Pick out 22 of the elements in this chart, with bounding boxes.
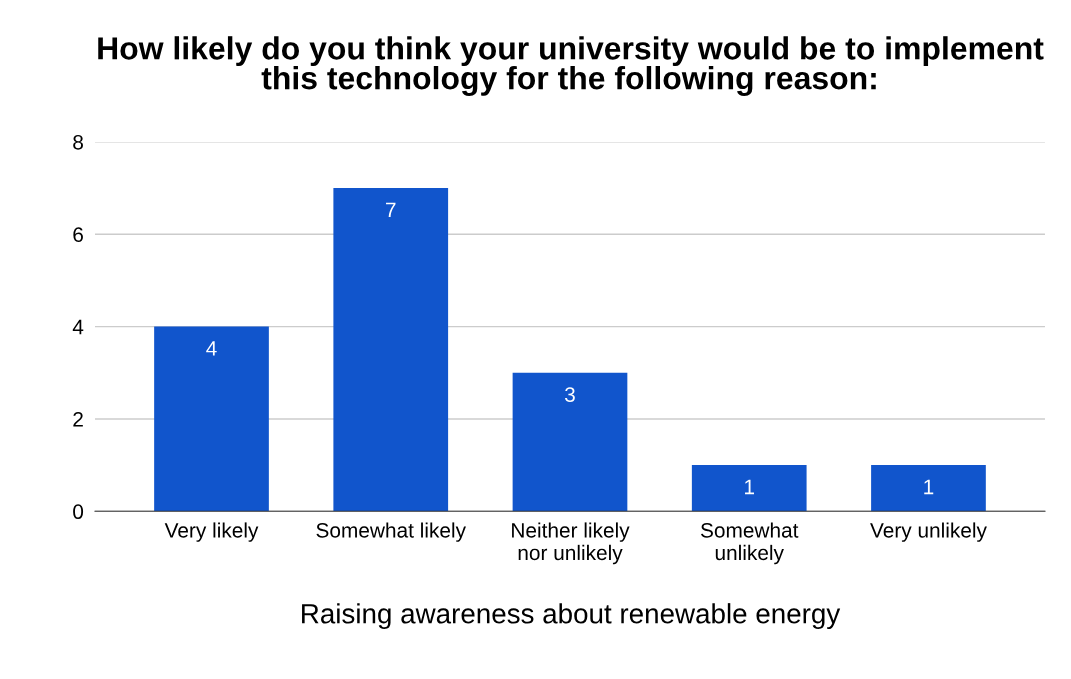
- data-label: 1: [745, 479, 754, 495]
- bar: [333, 188, 449, 512]
- x-axis-title: Raising awareness about renewable energy: [302, 603, 841, 630]
- data-label: 4: [206, 341, 217, 356]
- x-tick-label: Somewhat unlikely: [700, 522, 799, 565]
- y-tick-label: 6: [73, 227, 83, 243]
- bar: [871, 465, 986, 512]
- x-tick-label: Very likely: [164, 522, 259, 542]
- y-tick-label: 2: [73, 411, 83, 427]
- x-tick-label: Neither likely nor unlikely: [512, 522, 630, 565]
- x-tick-label: Very unlikely: [870, 522, 987, 542]
- data-label: 7: [386, 202, 396, 218]
- bar: [691, 465, 807, 512]
- bar: [512, 372, 628, 512]
- y-tick-label: 4: [72, 319, 84, 335]
- x-tick-label: Somewhat likely: [316, 522, 466, 542]
- bar: [154, 326, 269, 512]
- y-tick-label: 0: [73, 504, 84, 520]
- data-label: 3: [564, 387, 575, 402]
- chart-title: How likely do you think your university would be to implement this technology for the following reason:: [98, 36, 1044, 96]
- y-tick-label: 8: [73, 134, 83, 150]
- data-label: 1: [924, 479, 934, 495]
